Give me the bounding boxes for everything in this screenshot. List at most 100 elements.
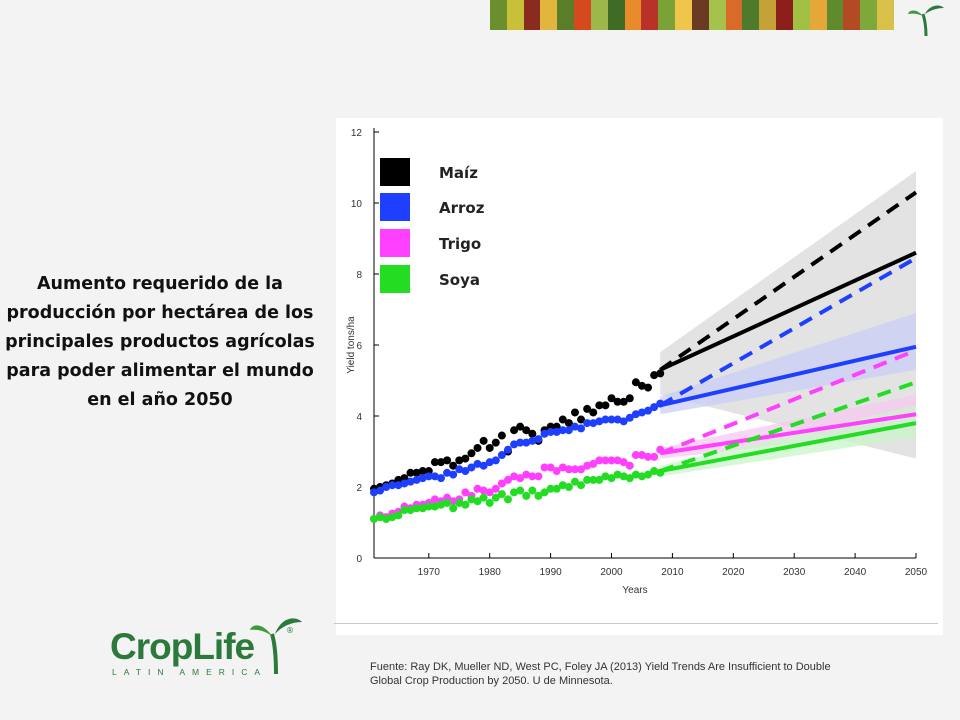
data-point xyxy=(394,511,403,520)
y-tick-label: 12 xyxy=(351,128,363,139)
header-stripe xyxy=(506,0,524,30)
data-point xyxy=(583,419,592,428)
data-point xyxy=(461,500,470,509)
data-point xyxy=(376,486,385,495)
header-stripe xyxy=(675,0,692,30)
data-point xyxy=(400,479,409,488)
data-point xyxy=(430,472,439,481)
data-point xyxy=(491,493,500,502)
data-point xyxy=(418,467,427,476)
required-trend-line xyxy=(659,256,917,408)
data-point xyxy=(522,491,531,500)
header-stripe xyxy=(776,0,793,30)
data-point xyxy=(485,488,494,497)
data-point xyxy=(473,443,482,452)
data-point xyxy=(388,481,397,490)
data-point xyxy=(491,456,500,465)
data-point xyxy=(382,514,391,523)
header-stripe xyxy=(843,0,861,30)
required-trend-line xyxy=(659,190,918,372)
data-point xyxy=(577,424,586,433)
x-tick-label: 2030 xyxy=(783,567,806,578)
data-point xyxy=(564,426,573,435)
data-point xyxy=(510,426,519,435)
data-point xyxy=(650,467,659,476)
data-point xyxy=(418,504,427,513)
data-point xyxy=(570,477,579,486)
data-point xyxy=(455,456,464,465)
data-point xyxy=(455,465,464,474)
data-point xyxy=(443,456,452,465)
data-point xyxy=(595,456,604,465)
legend-label: Arroz xyxy=(439,199,485,217)
data-point xyxy=(467,449,476,458)
data-point xyxy=(510,488,519,497)
data-point xyxy=(503,445,512,454)
data-point xyxy=(528,429,537,438)
legend-swatch xyxy=(380,158,410,186)
data-point xyxy=(564,465,573,474)
divider xyxy=(334,623,938,624)
x-tick-label: 2050 xyxy=(905,567,928,578)
data-point xyxy=(613,456,622,465)
data-point xyxy=(625,413,634,422)
data-point xyxy=(619,417,628,426)
data-point xyxy=(406,477,415,486)
data-point xyxy=(461,467,470,476)
data-point xyxy=(503,495,512,504)
data-point xyxy=(430,495,439,504)
data-point xyxy=(589,475,598,484)
header-stripe xyxy=(809,0,827,30)
data-point xyxy=(552,427,561,436)
data-point xyxy=(552,467,561,476)
data-point xyxy=(613,470,622,479)
data-point xyxy=(522,438,531,447)
data-point xyxy=(473,459,482,468)
data-point xyxy=(601,401,610,410)
y-tick-label: 8 xyxy=(356,270,362,281)
header-stripe xyxy=(759,0,777,30)
data-point xyxy=(558,481,567,490)
y-tick-label: 6 xyxy=(356,341,362,352)
data-point xyxy=(583,461,592,470)
data-point xyxy=(613,415,622,424)
data-point xyxy=(461,488,470,497)
data-point xyxy=(516,422,525,431)
data-point xyxy=(583,404,592,413)
y-tick-label: 0 xyxy=(356,554,362,565)
data-point xyxy=(479,486,488,495)
data-point xyxy=(449,504,458,513)
data-point xyxy=(473,484,482,493)
y-tick-label: 10 xyxy=(351,199,363,210)
croplife-sprout-icon xyxy=(250,618,302,674)
data-point xyxy=(534,435,543,444)
data-point xyxy=(577,481,586,490)
data-point xyxy=(516,474,525,483)
data-point xyxy=(485,458,494,467)
data-point xyxy=(528,436,537,445)
data-point xyxy=(601,472,610,481)
current-trend-line xyxy=(659,344,917,408)
legend-label: Soya xyxy=(439,271,480,289)
x-tick-label: 2000 xyxy=(600,567,623,578)
data-point xyxy=(570,408,579,417)
data-point xyxy=(601,456,610,465)
legend-swatch xyxy=(380,265,410,293)
data-point xyxy=(473,497,482,506)
x-tick-label: 2040 xyxy=(844,567,867,578)
y-tick-label: 4 xyxy=(356,412,362,423)
data-point xyxy=(528,486,537,495)
data-point xyxy=(382,483,391,491)
legend-label: Trigo xyxy=(439,235,481,253)
data-point xyxy=(577,415,586,424)
data-point xyxy=(650,452,659,461)
data-point xyxy=(406,506,415,515)
data-point xyxy=(656,369,665,378)
x-axis-label: Years xyxy=(622,585,647,596)
header-stripe xyxy=(860,0,878,30)
header-stripe xyxy=(540,0,558,30)
data-point xyxy=(443,498,452,507)
data-point xyxy=(418,474,427,483)
registered-mark: ® xyxy=(286,626,294,635)
data-point xyxy=(644,406,653,415)
